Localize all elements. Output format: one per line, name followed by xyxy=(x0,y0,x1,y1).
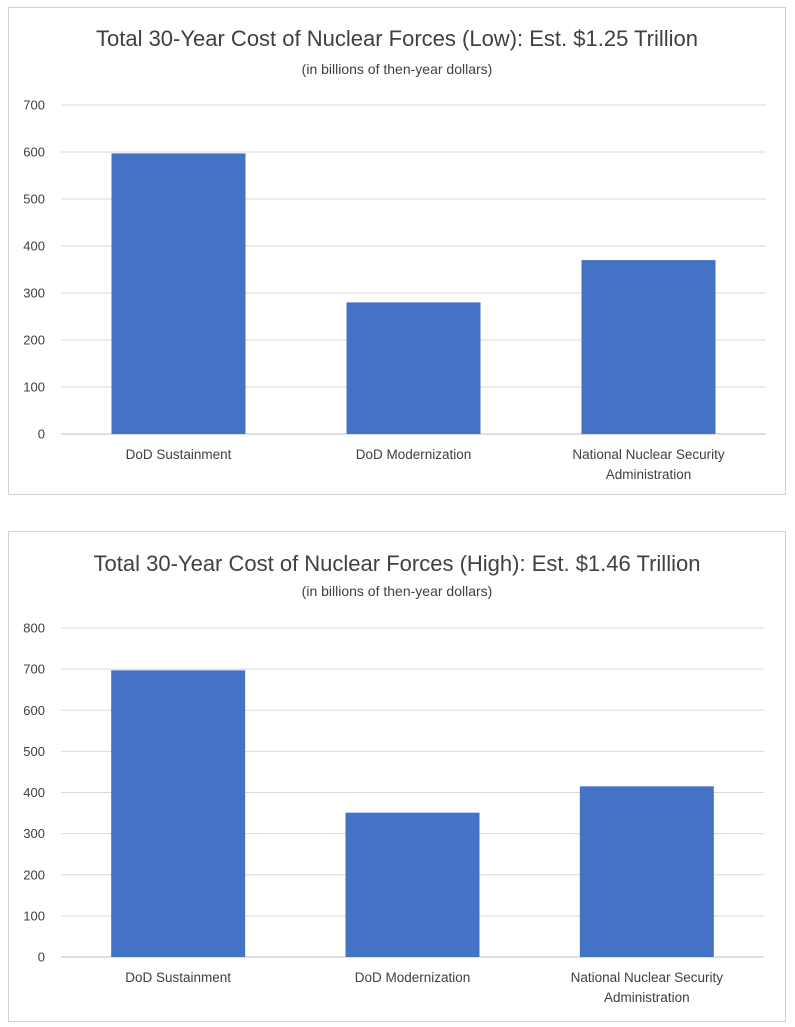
y-tick-label: 400 xyxy=(23,785,45,800)
x-category-label: National Nuclear Security Administration xyxy=(572,447,725,482)
bar xyxy=(579,786,714,957)
bar xyxy=(581,260,716,434)
bar xyxy=(111,153,246,434)
bar xyxy=(111,670,246,957)
x-category-label: DoD Modernization xyxy=(356,447,472,462)
x-category-label: DoD Modernization xyxy=(355,970,471,985)
bar-chart-low: 0 100 200 300 400 500 600 700 DoD Sustainment DoD… xyxy=(23,98,766,482)
y-tick-label: 400 xyxy=(23,239,45,254)
chart-panel-high: Total 30-Year Cost of Nuclear Forces (Hi… xyxy=(8,531,786,1022)
y-tick-label: 600 xyxy=(23,703,45,718)
chart-subtitle: (in billions of then-year dollars) xyxy=(301,583,493,599)
y-tick-label: 100 xyxy=(23,380,45,395)
y-tick-label: 200 xyxy=(23,333,45,348)
bar xyxy=(346,302,481,434)
chart-panel-low: Total 30-Year Cost of Nuclear Forces (Lo… xyxy=(8,7,786,495)
y-tick-label: 500 xyxy=(23,192,45,207)
y-tick-label: 300 xyxy=(23,826,45,841)
x-category-label: DoD Sustainment xyxy=(125,970,231,985)
y-tick-label: 0 xyxy=(38,950,45,965)
x-category-label: National Nuclear Security Administration xyxy=(571,970,724,1005)
y-tick-label: 700 xyxy=(23,662,45,677)
chart-title: Total 30-Year Cost of Nuclear Forces (Lo… xyxy=(95,26,698,51)
y-tick-label: 800 xyxy=(23,621,45,636)
y-tick-label: 600 xyxy=(23,145,45,160)
chart-subtitle: (in billions of then-year dollars) xyxy=(301,61,493,77)
y-tick-label: 500 xyxy=(23,744,45,759)
y-tick-label: 300 xyxy=(23,286,45,301)
y-tick-label: 0 xyxy=(38,427,45,442)
y-tick-label: 200 xyxy=(23,867,45,882)
bar xyxy=(345,812,480,957)
x-category-label: DoD Sustainment xyxy=(126,447,232,462)
y-tick-label: 700 xyxy=(23,98,45,113)
y-tick-label: 100 xyxy=(23,908,45,923)
bar-chart-high: 0 100 200 300 400 500 600 700 800 DoD Sustainment… xyxy=(23,621,764,1005)
chart-title: Total 30-Year Cost of Nuclear Forces (Hi… xyxy=(93,551,701,576)
